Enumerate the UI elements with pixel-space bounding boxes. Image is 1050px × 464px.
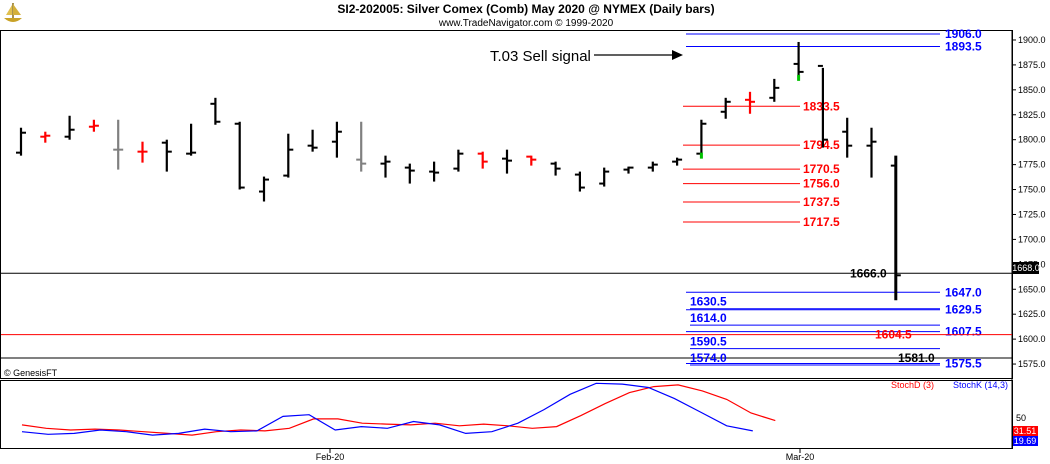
level-1666-0-label: 1666.0 (850, 266, 887, 280)
stochd-value-tag: 31.51 (1013, 426, 1038, 436)
price-bar (113, 119, 124, 170)
price-bar (64, 115, 75, 140)
price-bar (404, 163, 415, 184)
x-tick-label-feb: Feb-20 (316, 452, 345, 462)
price-bar (40, 131, 51, 143)
price-bar (16, 127, 26, 156)
level-1607-5-label: 1607.5 (945, 325, 982, 339)
x-tick-label-mar: Mar-20 (786, 452, 815, 462)
price-bar (866, 127, 877, 178)
y-tick-label: 1725.0 (1018, 209, 1046, 219)
chart-title: SI2-202005: Silver Comex (Comb) May 2020… (337, 2, 714, 16)
stochk-value-tag: 19.69 (1013, 436, 1038, 446)
y-tick-label: 1900.0 (1018, 35, 1046, 45)
price-bar (890, 155, 901, 301)
signal-marker (699, 152, 703, 159)
price-bar (477, 151, 488, 169)
price-bar (210, 97, 221, 125)
level-1893-5-label: 1893.5 (945, 39, 982, 53)
price-bar (307, 129, 318, 152)
price-bars (16, 41, 901, 301)
level-1794-5-label: 1794.5 (803, 138, 840, 152)
level-1770-5-label: 1770.5 (803, 162, 840, 176)
price-bar (672, 157, 683, 166)
price-bar (696, 119, 707, 159)
price-bar (283, 133, 294, 178)
svg-text:19.69: 19.69 (1014, 436, 1037, 446)
y-tick-label: 1775.0 (1018, 160, 1046, 170)
level-1590-5-label: 1590.5 (690, 335, 727, 349)
stoch-line-stochk (21, 382, 753, 436)
level-1581-0-label: 1581.0 (898, 351, 935, 365)
price-bar (550, 161, 561, 176)
price-bar (380, 155, 391, 178)
sell-signal-label: T.03 Sell signal (490, 48, 591, 65)
price-bar (331, 121, 342, 158)
price-bar (817, 64, 828, 148)
y-tick-label: 1750.0 (1018, 185, 1046, 195)
price-bar (842, 117, 853, 158)
price-bar (793, 41, 804, 81)
svg-text:1668.0: 1668.0 (1012, 263, 1040, 273)
last-price-tag: 1668.0 (1012, 262, 1040, 274)
price-bar (161, 139, 172, 172)
price-bar (137, 141, 148, 163)
y-tick-label: 1625.0 (1018, 309, 1046, 319)
legend-stochd: StochD (3) (891, 380, 934, 390)
level-1630-5-label: 1630.5 (690, 295, 727, 309)
price-bar (186, 123, 197, 156)
y-tick-label: 1700.0 (1018, 234, 1046, 244)
price-bar (88, 119, 99, 132)
stochastic-lines (21, 382, 776, 436)
price-bar (769, 78, 780, 102)
credit-text: © GenesisFT (4, 368, 58, 378)
level-1574-0-label: 1574.0 (690, 351, 727, 365)
level-1906-0-label: 1906.0 (945, 27, 982, 41)
y-tick-label: 1575.0 (1018, 359, 1046, 369)
level-1575-5-label: 1575.5 (945, 357, 982, 371)
price-bar (453, 149, 464, 172)
y-tick-label: 1875.0 (1018, 60, 1046, 70)
price-bar (234, 121, 245, 190)
level-1717-5-label: 1717.5 (803, 215, 840, 229)
price-bar (526, 155, 537, 166)
level-1604-5-label: 1604.5 (875, 328, 912, 342)
stoch-axis-tick-50: 50 (1016, 413, 1026, 423)
level-1737-5-label: 1737.5 (803, 195, 840, 209)
price-bar (623, 166, 634, 174)
price-bar (647, 161, 658, 172)
level-1629-5-label: 1629.5 (945, 303, 982, 317)
ship-logo-icon (4, 3, 22, 22)
y-tick-label: 1650.0 (1018, 284, 1046, 294)
sell-signal-arrow (594, 50, 683, 60)
y-tick-label: 1850.0 (1018, 85, 1046, 95)
level-1756-0-label: 1756.0 (803, 177, 840, 191)
svg-text:31.51: 31.51 (1014, 426, 1037, 436)
price-bar (502, 149, 512, 174)
legend-stochk: StochK (14,3) (953, 380, 1008, 390)
price-bar (259, 176, 269, 202)
y-tick-label: 1825.0 (1018, 110, 1046, 120)
level-1647-0-label: 1647.0 (945, 285, 982, 299)
price-bar (574, 171, 585, 192)
price-bar (356, 121, 367, 172)
price-bar (745, 91, 755, 114)
y-tick-label: 1600.0 (1018, 334, 1046, 344)
level-1614-0-label: 1614.0 (690, 311, 727, 325)
chart-subtitle: www.TradeNavigator.com © 1999-2020 (438, 18, 614, 29)
price-bar (599, 167, 610, 187)
level-1833-5-label: 1833.5 (803, 99, 840, 113)
signal-marker (797, 74, 801, 81)
y-tick-label: 1800.0 (1018, 135, 1046, 145)
price-bar (720, 97, 731, 119)
price-bar (429, 161, 440, 182)
